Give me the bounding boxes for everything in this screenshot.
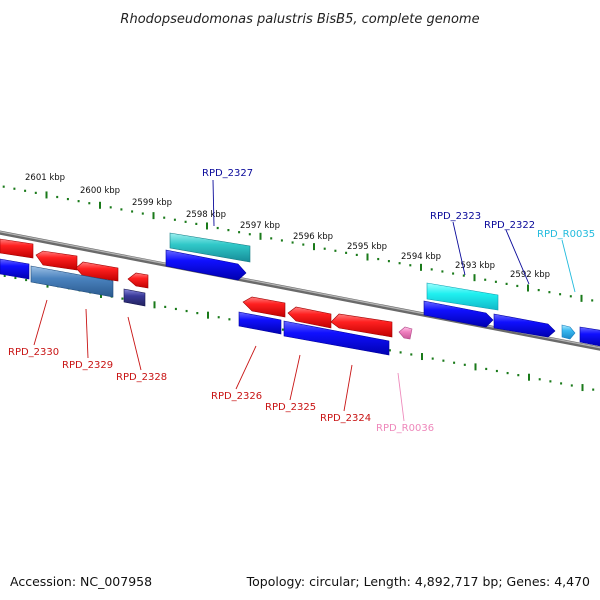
gene-block-minus[interactable] — [238, 311, 282, 335]
gene-arrow-plus[interactable] — [423, 300, 494, 328]
gene-arrow-minus[interactable] — [127, 272, 149, 289]
gene-block-minus[interactable] — [123, 288, 146, 307]
gene-label[interactable]: RPD_2329 — [62, 360, 113, 371]
rna-arrow-minus[interactable] — [398, 326, 413, 340]
gene-labels: RPD_2330 RPD_2329 RPD_2328 RPD_2327 RPD_… — [8, 168, 595, 434]
gene-block-minus[interactable] — [0, 258, 30, 280]
accession-text: Accession: NC_007958 — [10, 574, 153, 589]
scale-label: 2598 kbp — [186, 210, 226, 220]
scale-label: 2592 kbp — [510, 270, 550, 280]
gene-label[interactable]: RPD_2327 — [202, 168, 253, 179]
scale-label: 2599 kbp — [132, 198, 172, 208]
scale-label: 2593 kbp — [455, 261, 495, 271]
gene-label[interactable]: RPD_R0035 — [537, 229, 595, 240]
gene-label[interactable]: RPD_2330 — [8, 347, 59, 358]
gene-arrow-minus[interactable] — [35, 250, 78, 271]
scale-label: 2596 kbp — [293, 232, 333, 242]
gene-block-minus[interactable] — [283, 320, 390, 356]
reverse-strand-features — [0, 238, 413, 340]
label-leaders — [33, 179, 576, 422]
gene-label[interactable]: RPD_2326 — [211, 391, 262, 402]
gene-label[interactable]: RPD_2328 — [116, 372, 167, 383]
gene-block-minus[interactable] — [30, 265, 114, 298]
gene-label[interactable]: RPD_2324 — [320, 413, 371, 424]
scale-label: 2601 kbp — [25, 173, 65, 183]
gene-block-plus[interactable] — [169, 232, 251, 263]
gene-label[interactable]: RPD_R0036 — [376, 423, 434, 434]
gene-arrow-minus[interactable] — [287, 306, 332, 329]
scale-label: 2594 kbp — [401, 252, 441, 262]
scale-label: 2600 kbp — [80, 186, 120, 196]
gene-arrow-plus[interactable] — [493, 313, 556, 338]
gene-arrow-plus[interactable] — [579, 326, 600, 347]
scale-label: 2595 kbp — [347, 242, 387, 252]
forward-strand-features — [165, 232, 600, 347]
reverse-strand-features-inner — [0, 258, 390, 356]
gene-label[interactable]: RPD_2322 — [484, 220, 535, 231]
gene-block-plus[interactable] — [426, 282, 499, 311]
rna-arrow-plus[interactable] — [561, 324, 576, 340]
gene-arrow-minus[interactable] — [0, 238, 34, 259]
gene-label[interactable]: RPD_2325 — [265, 402, 316, 413]
map-title: Rhodopseudomonas palustris BisB5, comple… — [120, 12, 479, 27]
genome-summary-text: Topology: circular; Length: 4,892,717 bp… — [246, 574, 590, 589]
gene-arrow-minus[interactable] — [330, 313, 393, 338]
scale-labels: 2601 kbp 2600 kbp 2599 kbp 2598 kbp 2597… — [25, 173, 550, 280]
scale-ruler-outer — [2, 185, 594, 302]
gene-arrow-minus[interactable] — [242, 296, 286, 318]
gene-label[interactable]: RPD_2323 — [430, 211, 481, 222]
scale-label: 2597 kbp — [240, 221, 280, 231]
gene-arrow-plus[interactable] — [165, 249, 247, 281]
